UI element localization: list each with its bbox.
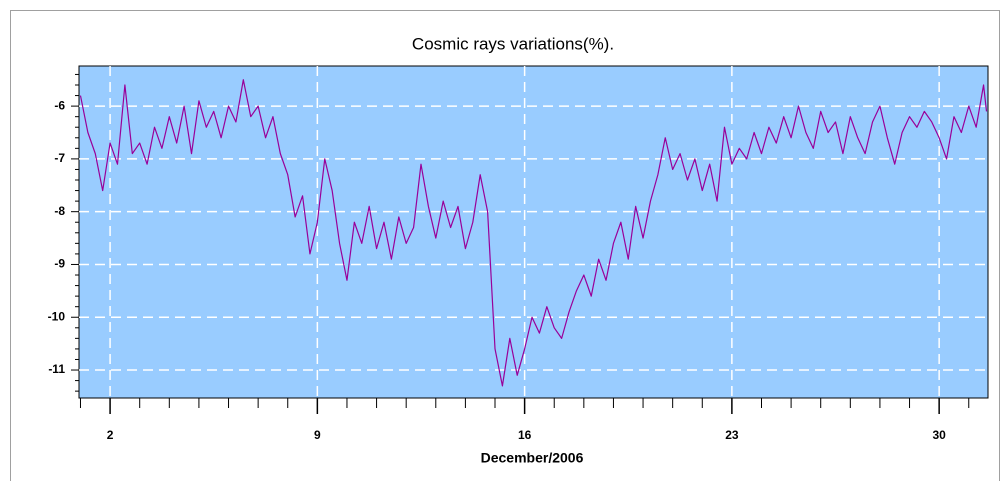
- x-tick-label: 2: [107, 428, 114, 442]
- x-tick-label: 9: [314, 428, 321, 442]
- x-tick-label: 16: [518, 428, 532, 442]
- data-line: [79, 79, 988, 387]
- y-tick-label: -10: [48, 309, 66, 323]
- x-axis-label: December/2006: [481, 450, 584, 466]
- x-tick-label: 30: [932, 428, 946, 442]
- y-tick-label: -11: [48, 362, 65, 376]
- chart-title: Cosmic rays variations(%).: [412, 34, 614, 53]
- y-tick-label: -9: [54, 257, 65, 271]
- plot-area: [78, 65, 989, 399]
- y-tick-label: -6: [54, 98, 65, 112]
- y-tick-label: -8: [54, 204, 65, 218]
- y-tick-label: -7: [54, 151, 65, 165]
- x-tick-label: 23: [725, 428, 739, 442]
